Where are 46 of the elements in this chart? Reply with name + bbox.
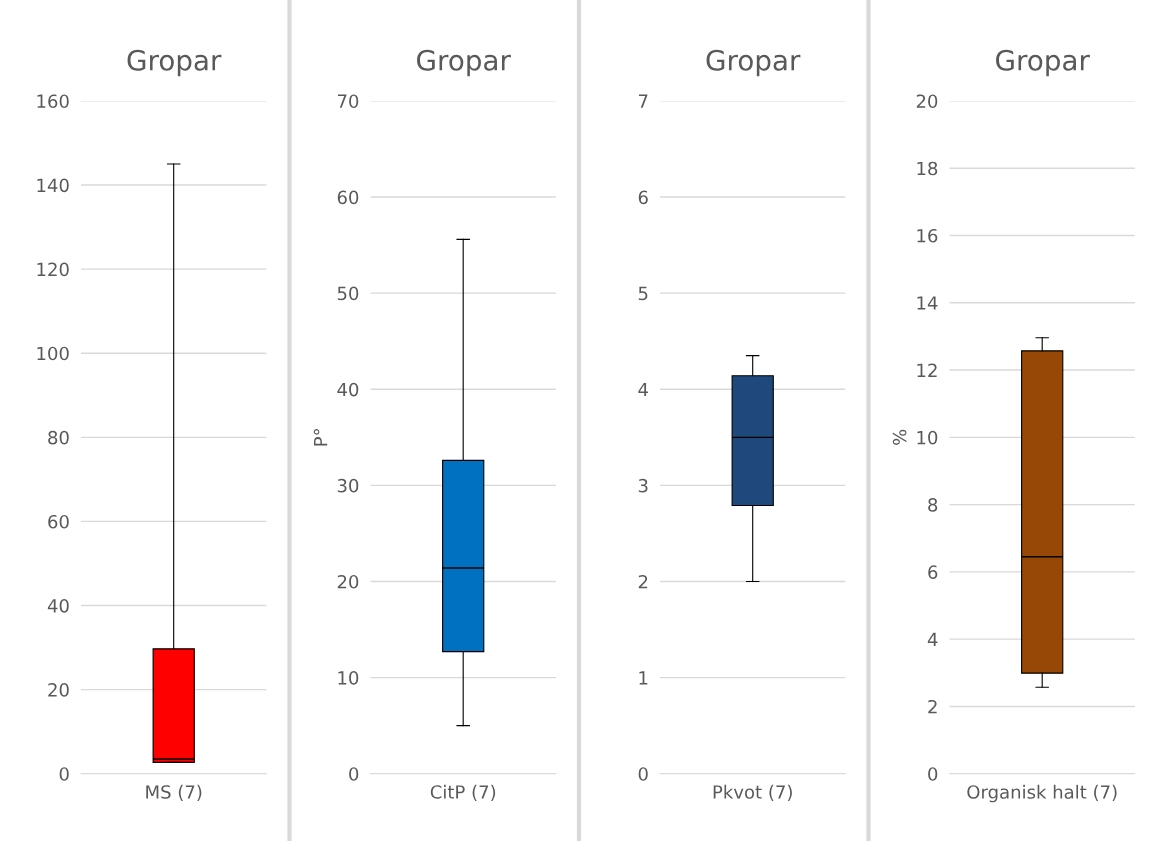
chart-title: Gropar [127, 49, 222, 77]
y-tick-label: 40 [337, 382, 359, 397]
chart-title: Gropar [706, 49, 801, 77]
y-tick-label: 14 [917, 296, 938, 310]
y-tick-label: 0 [59, 767, 69, 781]
y-tick-label: 5 [638, 286, 648, 301]
x-tick-label: CitP (7) [430, 784, 496, 801]
y-tick-label: 10 [338, 671, 359, 685]
y-tick-label: 8 [928, 498, 938, 512]
y-tick-label: 2 [638, 574, 648, 589]
y-tick-label: 20 [916, 94, 938, 109]
y-tick-label: 4 [927, 632, 938, 647]
y-tick-label: 30 [337, 478, 359, 493]
y-tick-label: 160 [37, 94, 69, 109]
y-tick-label: 4 [638, 382, 648, 397]
x-tick-label: Organisk halt (7) [967, 784, 1117, 803]
y-tick-label: 2 [928, 699, 937, 714]
y-tick-label: 70 [337, 94, 359, 109]
x-tick-label: Pkvot (7) [713, 784, 792, 801]
y-tick-label: 1 [639, 671, 648, 685]
y-tick-label: 3 [638, 478, 648, 493]
y-tick-label: 60 [337, 190, 359, 205]
y-tick-label: 0 [349, 767, 359, 781]
y-tick-label: 16 [917, 228, 938, 243]
chart-title: Gropar [417, 49, 511, 77]
y-tick-label: 0 [638, 767, 648, 781]
y-tick-label: 7 [638, 94, 648, 108]
y-tick-label: 80 [48, 430, 69, 445]
y-tick-label: 6 [638, 190, 648, 205]
y-tick-label: 50 [337, 286, 359, 301]
y-tick-label: 120 [37, 262, 69, 277]
y-tick-label: 40 [47, 598, 69, 613]
y-tick-label: 10 [917, 430, 938, 445]
x-tick-label: MS (7) [146, 784, 202, 801]
y-tick-label: 0 [928, 767, 938, 781]
y-tick-label: 18 [917, 161, 938, 176]
y-tick-label: 140 [37, 178, 69, 193]
chart-title: Gropar [996, 49, 1090, 77]
y-axis-title: % [892, 429, 907, 445]
y-tick-label: 60 [48, 514, 69, 529]
y-tick-label: 20 [337, 574, 359, 589]
y-tick-label: 12 [917, 363, 937, 377]
y-axis-title: P° [313, 429, 328, 446]
y-tick-label: 100 [37, 346, 69, 361]
y-tick-label: 6 [928, 565, 938, 579]
y-tick-label: 20 [48, 683, 69, 697]
